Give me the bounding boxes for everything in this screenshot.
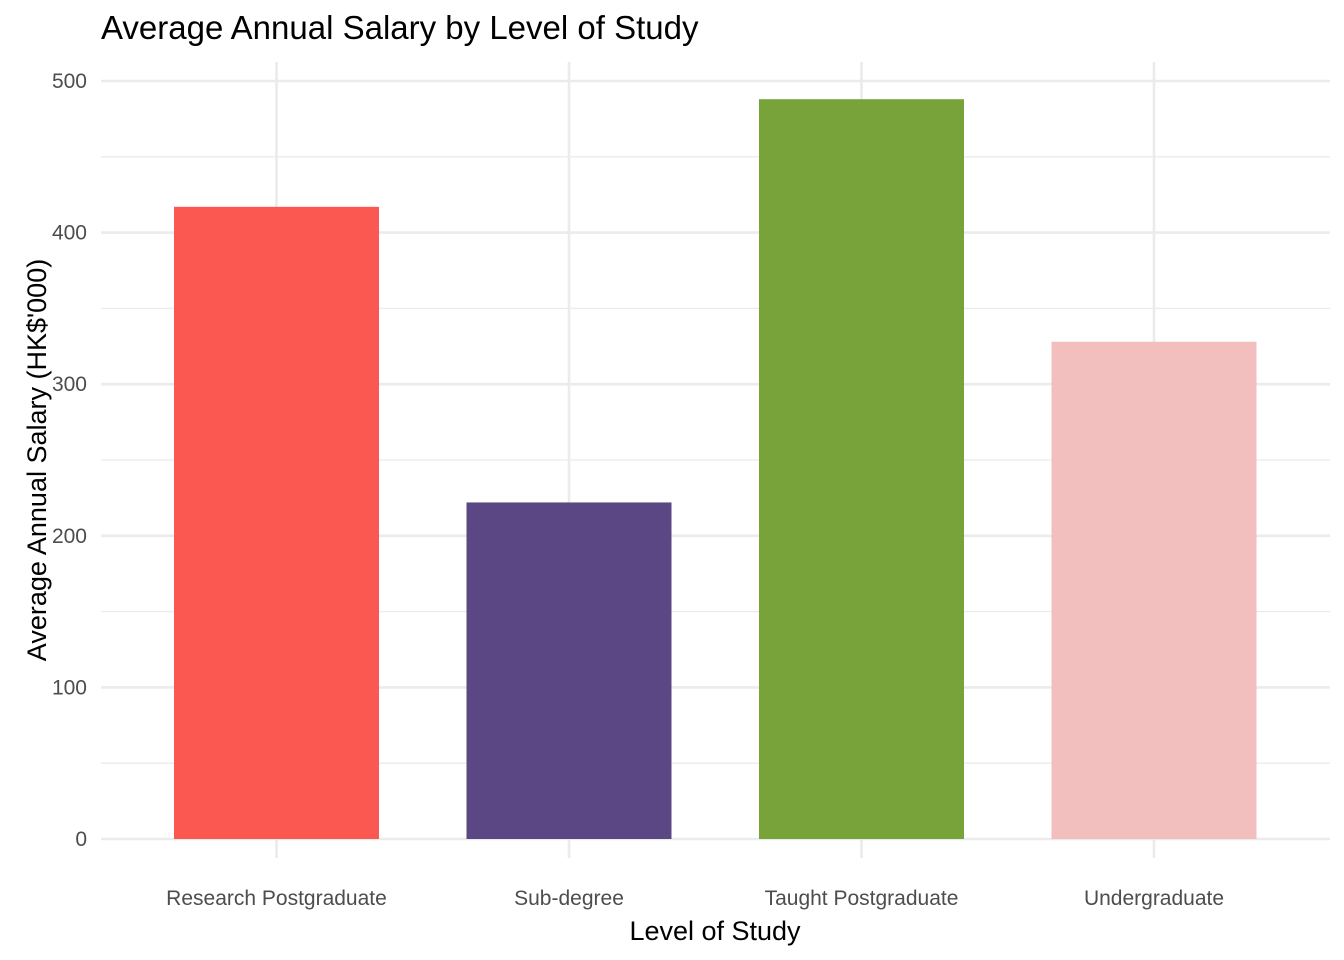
chart-title: Average Annual Salary by Level of Study xyxy=(101,9,699,46)
y-tick-label: 300 xyxy=(52,373,87,396)
x-tick-label: Undergraduate xyxy=(1084,887,1224,910)
bar-sub-degree xyxy=(466,502,672,839)
y-tick-label: 0 xyxy=(75,828,87,851)
y-tick-label: 500 xyxy=(52,70,87,93)
y-tick-label: 200 xyxy=(52,525,87,548)
y-axis-title: Average Annual Salary (HK$'000) xyxy=(22,259,52,661)
x-axis-title: Level of Study xyxy=(629,916,801,946)
bar-layer xyxy=(174,99,1257,839)
y-tick-label: 400 xyxy=(52,222,87,245)
x-tick-label: Research Postgraduate xyxy=(166,887,387,910)
y-axis-ticks: 0 100 200 300 400 500 xyxy=(52,70,87,851)
y-tick-label: 100 xyxy=(52,676,87,699)
bar-taught-postgraduate xyxy=(759,99,964,839)
bar-research-postgraduate xyxy=(174,206,379,839)
x-tick-label: Sub-degree xyxy=(514,887,624,910)
bar-undergraduate xyxy=(1051,341,1257,839)
x-tick-label: Taught Postgraduate xyxy=(765,887,959,910)
x-axis-ticks: Research Postgraduate Sub-degree Taught Po… xyxy=(166,887,1224,910)
